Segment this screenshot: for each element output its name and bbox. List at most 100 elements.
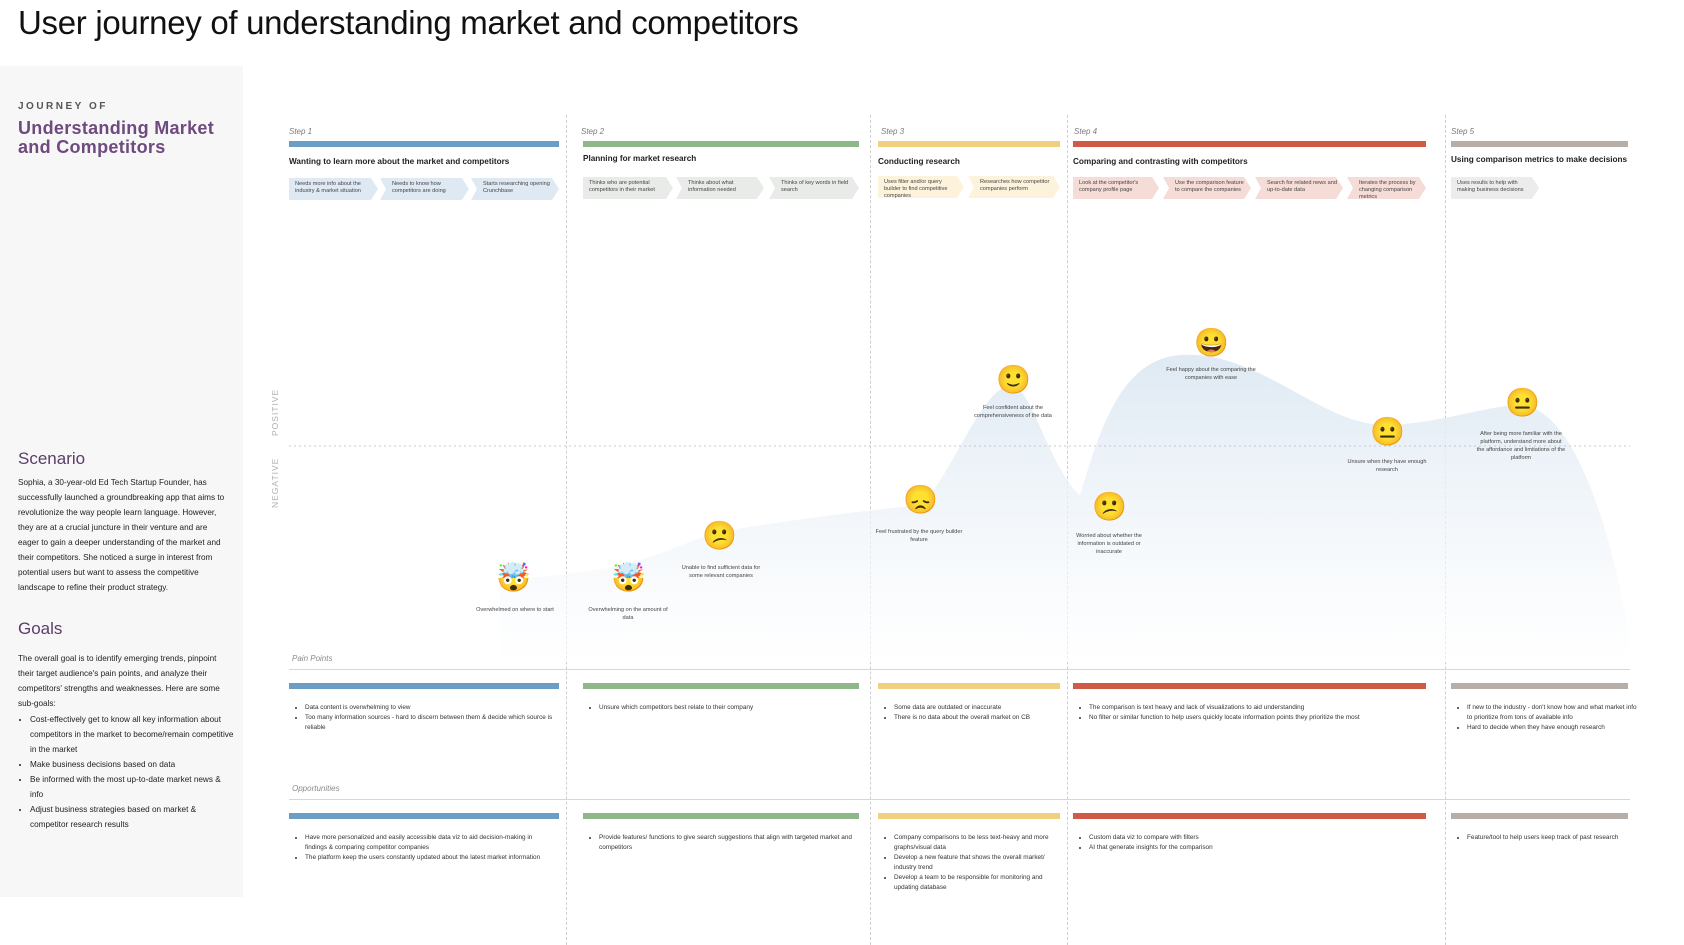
step-title: Conducting research <box>878 157 960 166</box>
scenario-heading: Scenario <box>18 449 86 468</box>
goals-text: The overall goal is to identify emerging… <box>18 654 220 708</box>
action-chip: Thinks who are potential competitors in … <box>583 177 673 199</box>
step-color-bar <box>1073 683 1426 689</box>
step-color-bar <box>1073 813 1426 819</box>
negative-axis-label: NEGATIVE <box>270 457 280 508</box>
step-color-bar <box>1073 141 1426 147</box>
emoji-icon: 🤯 <box>611 562 646 593</box>
emotion-label: Unsure when they have enough research <box>1347 459 1427 473</box>
pain-points-list: Some data are outdated or inaccurate The… <box>886 703 1066 723</box>
pain-points-list: The comparison is text heavy and lack of… <box>1081 703 1434 723</box>
opportunity-item: Have more personalized and easily access… <box>305 833 555 853</box>
opportunity-item: Custom data viz to compare with filters <box>1089 833 1434 843</box>
opportunities-list: Company comparisons to be less text-heav… <box>886 833 1066 893</box>
emotion-label: Unable to find sufficient data for some … <box>681 565 761 579</box>
emoji-icon: 😀 <box>1194 327 1229 358</box>
opportunities-list: Have more personalized and easily access… <box>297 833 555 863</box>
journey-name: Understanding Market and Competitors <box>18 118 215 157</box>
action-chip: Look at the competitor's company profile… <box>1073 177 1159 199</box>
pain-point-item: Too many information sources - hard to d… <box>305 713 555 733</box>
step-color-bar <box>878 141 1060 147</box>
step-number: Step 4 <box>1074 127 1098 136</box>
page-title: User journey of understanding market and… <box>18 4 799 41</box>
scenario-text: Sophia, a 30-year-old Ed Tech Startup Fo… <box>18 478 225 592</box>
pain-point-item: The comparison is text heavy and lack of… <box>1089 703 1434 713</box>
action-chip: Needs more info about the industry & mar… <box>289 178 378 200</box>
action-chip: Thinks of key words in field search <box>769 177 859 199</box>
step-color-bar <box>1451 683 1628 689</box>
goals-list: Cost-effectively get to know all key inf… <box>22 712 235 832</box>
emotion-label: Feel happy about the comparing the compa… <box>1166 367 1256 381</box>
pain-points-list: Unsure which competitors best relate to … <box>591 703 859 713</box>
opportunities-list: Provide features/ functions to give sear… <box>591 833 859 853</box>
goal-item: Make business decisions based on data <box>30 757 235 772</box>
step-color-bar <box>1451 813 1628 819</box>
opportunity-item: The platform keep the users constantly u… <box>305 853 555 863</box>
pain-point-item: There is no data about the overall marke… <box>894 713 1066 723</box>
emotion-label: Feel frustrated by the query builder fea… <box>875 529 963 543</box>
goal-item: Cost-effectively get to know all key inf… <box>30 712 235 757</box>
step-title: Planning for market research <box>583 154 697 163</box>
step-color-bar <box>289 141 559 147</box>
emotion-curve-area <box>500 354 1630 662</box>
emoji-icon: 😐 <box>1505 387 1540 418</box>
opportunity-item: Develop a new feature that shows the ove… <box>894 853 1066 873</box>
emoji-icon: 🤯 <box>496 562 531 593</box>
action-chip: Iterates the process by changing compari… <box>1347 177 1426 199</box>
emotion-label: After being more familiar with the platf… <box>1476 431 1566 461</box>
positive-axis-label: POSITIVE <box>270 388 280 436</box>
emotion-label: Overwhelming on the amount of data <box>588 607 668 621</box>
journey-eyebrow: JOURNEY OF <box>18 101 108 112</box>
journey-sidebar: JOURNEY OF Understanding Market and Comp… <box>0 66 243 897</box>
step-color-bar <box>1451 141 1628 147</box>
pain-point-item: Some data are outdated or inaccurate <box>894 703 1066 713</box>
goal-item: Adjust business strategies based on mark… <box>30 802 235 832</box>
step-title: Using comparison metrics to make decisio… <box>1451 155 1628 164</box>
opportunities-list: Feature/tool to help users keep track of… <box>1459 833 1637 843</box>
action-chip: Needs to know how competitors are doing <box>380 178 469 200</box>
action-chip: Search for related news and up-to-date d… <box>1255 177 1343 199</box>
step-color-bar <box>878 683 1060 689</box>
pain-points-list: If new to the industry - don't know how … <box>1459 703 1637 733</box>
step-number: Step 3 <box>881 127 905 136</box>
opportunity-item: Feature/tool to help users keep track of… <box>1467 833 1637 843</box>
emoji-icon: 🙂 <box>996 364 1031 395</box>
step-title: Comparing and contrasting with competito… <box>1073 157 1248 166</box>
pain-points-list: Data content is overwhelming to view Too… <box>297 703 555 733</box>
step-color-bar <box>289 813 559 819</box>
step-color-bar <box>583 141 859 147</box>
step-color-bar <box>878 813 1060 819</box>
goals-heading: Goals <box>18 619 63 638</box>
opportunity-item: AI that generate insights for the compar… <box>1089 843 1434 853</box>
pain-points-label: Pain Points <box>292 654 333 663</box>
opportunity-item: Develop a team to be responsible for mon… <box>894 873 1066 893</box>
opportunities-list: Custom data viz to compare with filters … <box>1081 833 1434 853</box>
action-chip: Uses results to help with making busines… <box>1451 177 1539 199</box>
emotion-label: Worried about whether the information is… <box>1076 533 1142 555</box>
emoji-icon: 😕 <box>1092 491 1127 522</box>
step-color-bar <box>583 683 859 689</box>
pain-point-item: Hard to decide when they have enough res… <box>1467 723 1637 733</box>
step-number: Step 2 <box>581 127 605 136</box>
step-number: Step 1 <box>289 127 313 136</box>
pain-point-item: Unsure which competitors best relate to … <box>599 703 859 713</box>
emoji-icon: 😞 <box>903 484 938 515</box>
pain-point-item: No filter or similar function to help us… <box>1089 713 1434 723</box>
action-chip: Researches how competitor companies perf… <box>968 176 1060 198</box>
step-color-bar <box>289 683 559 689</box>
action-chip: Uses filter and/or query builder to find… <box>878 176 964 198</box>
pain-point-item: If new to the industry - don't know how … <box>1467 703 1637 723</box>
emotion-label: Overwhelmed on where to start <box>476 607 554 613</box>
step-title: Wanting to learn more about the market a… <box>289 157 510 166</box>
pain-points-rule <box>289 669 1630 670</box>
action-chip: Use the comparison feature to compare th… <box>1163 177 1251 199</box>
step-color-bar <box>583 813 859 819</box>
emoji-icon: 😕 <box>702 520 737 551</box>
opportunities-label: Opportunities <box>292 784 340 793</box>
step-divider <box>566 115 567 945</box>
opportunities-rule <box>289 799 1630 800</box>
step-number: Step 5 <box>1451 127 1475 136</box>
goal-item: Be informed with the most up-to-date mar… <box>30 772 235 802</box>
action-chip: Thinks about what information needed <box>676 177 764 199</box>
